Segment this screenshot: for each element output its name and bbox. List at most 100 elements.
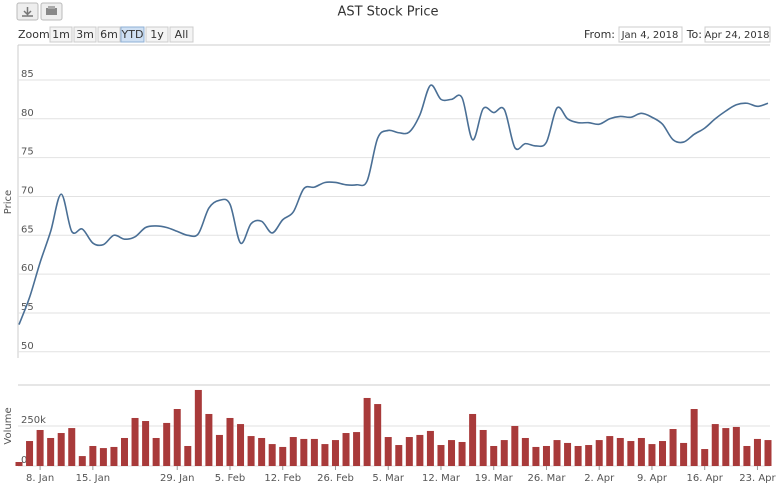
zoom-button-label: YTD — [121, 28, 144, 41]
volume-bar — [215, 434, 223, 466]
volume-bar — [395, 445, 403, 466]
volume-bar — [363, 397, 371, 466]
volume-bar — [743, 445, 751, 466]
x-tick-label: 26. Mar — [527, 473, 566, 484]
volume-bar — [142, 421, 150, 466]
volume-bar — [690, 409, 698, 466]
volume-bar — [258, 437, 266, 466]
volume-bar — [701, 449, 709, 466]
volume-bar — [184, 445, 192, 466]
volume-bar — [226, 417, 234, 466]
volume-bar — [15, 461, 23, 466]
volume-bar — [458, 441, 466, 466]
x-tick-label: 19. Mar — [475, 473, 514, 484]
x-tick-label: 12. Mar — [422, 473, 461, 484]
volume-bar — [648, 444, 656, 466]
download-button[interactable] — [16, 2, 39, 21]
y-tick-label: 55 — [21, 302, 34, 313]
volume-bar — [57, 433, 65, 466]
volume-bar — [585, 445, 593, 466]
volume-bar — [490, 445, 498, 466]
x-tick-label: 9. Apr — [637, 473, 668, 484]
y-tick-label: 50 — [21, 341, 34, 352]
y-tick-label: 250k — [21, 415, 46, 426]
volume-bar — [595, 440, 603, 466]
zoom-button-label: 6m — [100, 28, 118, 41]
y-tick-label: 65 — [21, 224, 34, 235]
volume-bar — [521, 437, 529, 466]
volume-bar — [384, 437, 392, 466]
volume-bar — [321, 444, 329, 466]
from-value: Jan 4, 2018 — [621, 30, 679, 41]
x-tick-label: 12. Feb — [264, 473, 301, 484]
volume-bar — [120, 437, 128, 466]
zoom-button[interactable] — [169, 26, 194, 43]
volume-bar — [110, 446, 118, 466]
zoom-button-label: All — [175, 28, 189, 41]
volume-bar — [711, 424, 719, 466]
x-tick-label: 15. Jan — [76, 473, 111, 484]
zoom-button[interactable] — [145, 26, 169, 43]
x-tick-label: 26. Feb — [317, 473, 354, 484]
volume-bar — [268, 444, 276, 466]
volume-bar — [131, 417, 139, 466]
chart-title: AST Stock Price — [337, 5, 438, 20]
volume-bar — [680, 442, 688, 466]
print-button[interactable] — [40, 2, 63, 21]
volume-bar — [205, 413, 213, 466]
volume-bar — [300, 438, 308, 466]
volume-bar — [732, 426, 740, 466]
zoom-button[interactable] — [120, 26, 145, 43]
volume-bar — [627, 441, 635, 466]
x-tick-label: 29. Jan — [160, 473, 195, 484]
volume-bar — [247, 436, 255, 466]
to-input[interactable] — [704, 26, 771, 43]
volume-bar — [78, 456, 86, 466]
volume-bar — [448, 440, 456, 466]
volume-bar — [173, 409, 181, 466]
volume-bar — [542, 445, 550, 466]
volume-bar — [26, 441, 34, 466]
volume-bar — [500, 440, 508, 466]
x-tick-label: 16. Apr — [687, 473, 724, 484]
zoom-button[interactable] — [97, 26, 121, 43]
zoom-button-label: 1y — [150, 28, 164, 41]
zoom-label: Zoom — [18, 28, 50, 41]
volume-bar — [152, 437, 160, 466]
y-tick-label: 80 — [21, 108, 34, 119]
x-tick-label: 23. Apr — [739, 473, 776, 484]
price-line — [18, 84, 769, 325]
volume-bar — [426, 430, 434, 466]
y-tick-label: 75 — [21, 147, 34, 158]
y-tick-label: 85 — [21, 69, 34, 80]
y-axis-title: Volume — [3, 407, 14, 444]
volume-bar — [237, 424, 245, 466]
volume-bar — [374, 404, 382, 466]
y-tick-label: 60 — [21, 263, 34, 274]
zoom-button[interactable] — [73, 26, 97, 43]
zoom-button[interactable] — [49, 26, 73, 43]
from-label: From: — [584, 28, 615, 41]
x-tick-label: 2. Apr — [584, 473, 615, 484]
volume-bar — [479, 429, 487, 466]
volume-bar — [511, 425, 519, 466]
volume-bar — [437, 445, 445, 466]
volume-bar — [669, 429, 677, 466]
volume-bar — [68, 428, 76, 466]
x-tick-label: 5. Feb — [215, 473, 245, 484]
from-input[interactable] — [618, 26, 683, 43]
volume-bar — [722, 428, 730, 466]
volume-bar — [279, 446, 287, 466]
volume-bar — [532, 446, 540, 466]
volume-bar — [99, 448, 107, 466]
volume-bar — [753, 438, 761, 466]
volume-bar — [616, 437, 624, 466]
volume-bar — [353, 432, 361, 466]
y-tick-label: 70 — [21, 185, 34, 196]
volume-bar — [194, 389, 202, 466]
volume-bar — [637, 437, 645, 466]
volume-bar — [163, 422, 171, 466]
volume-bar — [574, 445, 582, 466]
volume-bar — [289, 437, 297, 466]
